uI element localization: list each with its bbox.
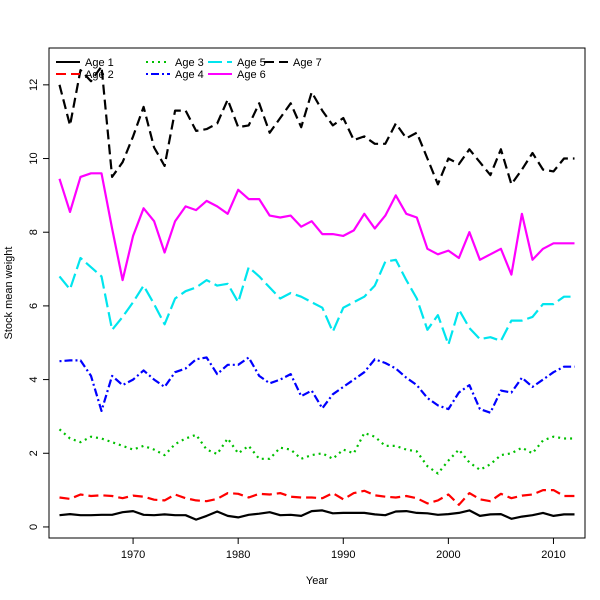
x-axis: 1970 1980 1990 2000 2010 [121, 538, 566, 561]
y-tick-label: 4 [28, 377, 40, 383]
x-tick-label: 1970 [121, 549, 145, 561]
x-tick-label: 2000 [436, 549, 460, 561]
y-tick-label: 8 [28, 229, 40, 235]
y-tick-label: 12 [28, 79, 40, 91]
legend-label-age-5: Age 5 [237, 57, 266, 69]
legend-label-age-6: Age 6 [237, 69, 266, 81]
series-line-age-3 [58, 428, 575, 475]
series-line-age-5 [58, 256, 575, 346]
y-tick-label: 0 [28, 524, 40, 530]
y-axis-title: Stock mean weight [3, 247, 15, 340]
legend-label-age-3: Age 3 [175, 57, 204, 69]
y-tick-label: 2 [28, 450, 40, 456]
plot-frame [48, 47, 586, 539]
y-tick-label: 6 [28, 303, 40, 309]
series-line-age-2 [59, 489, 575, 506]
series-layer [58, 65, 575, 521]
x-tick-label: 1990 [331, 549, 355, 561]
x-axis-title: Year [306, 575, 329, 587]
x-tick-label: 2010 [541, 549, 565, 561]
y-tick-label: 10 [28, 152, 40, 164]
series-line-age-7 [58, 65, 575, 186]
legend-label-age-1: Age 1 [85, 57, 114, 69]
legend-label-age-4: Age 4 [175, 69, 204, 81]
x-tick-label: 1980 [226, 549, 250, 561]
legend-label-age-7: Age 7 [293, 57, 322, 69]
series-line-age-1 [59, 509, 575, 521]
series-line-age-6 [58, 172, 575, 282]
y-axis: 0 2 4 6 8 10 12 [28, 79, 49, 530]
series-line-age-4 [59, 356, 575, 414]
legend-label-age-2: Age 2 [85, 69, 114, 81]
